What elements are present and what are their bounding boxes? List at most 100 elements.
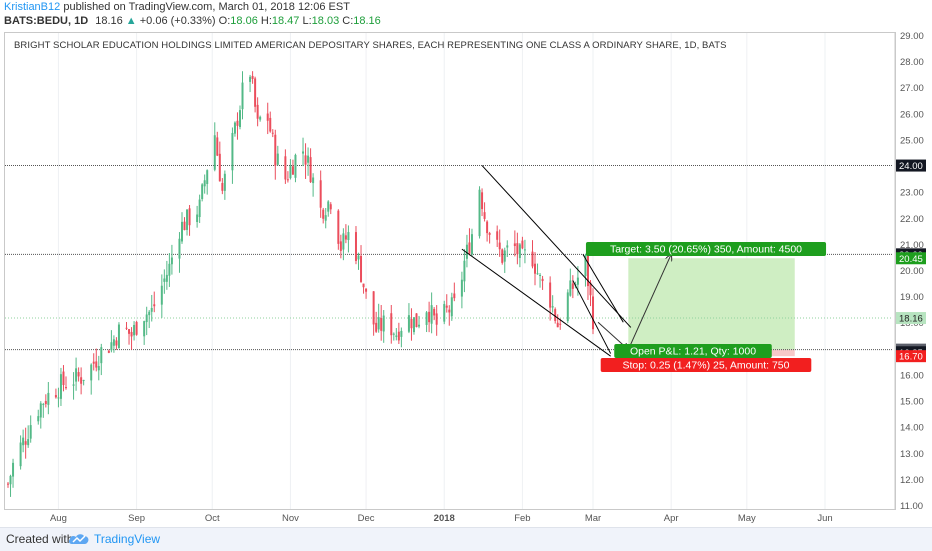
candle [375, 311, 378, 333]
price-tag-text: 16.70 [899, 352, 923, 363]
candle [80, 367, 83, 395]
x-tick-label: Jun [817, 513, 832, 524]
candle [135, 320, 138, 336]
candle [130, 327, 133, 350]
candle [506, 240, 509, 257]
candle-body [390, 313, 393, 336]
pnl-label-text: Open P&L: 1.21, Qty: 1000 [630, 346, 756, 358]
candle [435, 305, 438, 336]
y-tick-label: 29.00 [900, 31, 924, 42]
y-tick-label: 27.00 [900, 83, 924, 94]
candle [486, 220, 489, 242]
candle-body [337, 210, 340, 244]
candle-body [481, 192, 484, 210]
candle-body [153, 304, 156, 307]
channel-upper-line [481, 165, 632, 328]
candle [501, 248, 504, 265]
candle [178, 232, 181, 273]
candle [256, 97, 259, 127]
candle-body [380, 318, 383, 331]
candle-body [223, 173, 226, 191]
candle [22, 429, 25, 453]
small-channel-upper-line [582, 254, 624, 323]
candle-body [90, 364, 93, 381]
candle [27, 425, 30, 448]
x-tick-label: Mar [585, 513, 601, 524]
high-value: 18.47 [271, 15, 300, 27]
candle [445, 294, 448, 313]
y-tick-label: 16.00 [900, 370, 924, 381]
candle-body [7, 483, 9, 485]
price-tag-bg [896, 252, 926, 265]
x-tick-label: Dec [358, 513, 375, 524]
candle [415, 313, 418, 328]
candle-body [249, 76, 252, 82]
candle-body [488, 233, 491, 235]
price-chart[interactable]: 29.00 28.00 27.00 26.00 25.00 24.00 23.00 22.00… [0, 0, 932, 527]
tradingview-cloud-icon [68, 534, 89, 544]
candle [9, 474, 12, 497]
tradingview-brand[interactable]: TradingView [94, 532, 161, 546]
candle-body [92, 361, 95, 364]
candle [357, 252, 360, 270]
candle-body [27, 439, 30, 446]
candle [170, 244, 173, 275]
channel-lower-line [461, 248, 611, 357]
profit-zone [628, 258, 795, 350]
candle [289, 159, 292, 180]
candle-body [236, 120, 239, 126]
candle-body [450, 297, 453, 317]
candle [221, 178, 224, 195]
author-link[interactable]: KristianB12 [4, 1, 61, 13]
y-tick-label: 22.00 [900, 214, 924, 225]
candle-body [286, 179, 289, 181]
y-tick-label: 28.00 [900, 57, 924, 68]
candle-body [375, 322, 378, 332]
candle-body [216, 137, 219, 156]
y-tick-label: 15.00 [900, 397, 924, 408]
x-tick-label: Nov [282, 513, 299, 524]
candle-body [312, 177, 315, 184]
candle [327, 200, 330, 217]
candle [339, 234, 342, 259]
candle [163, 269, 166, 294]
candle [377, 303, 380, 333]
candle-body [186, 209, 189, 230]
candle [97, 355, 100, 381]
candle [196, 205, 199, 228]
open-value: 18.06 [230, 15, 258, 27]
candle [390, 304, 393, 344]
candle-body [327, 201, 330, 212]
candle [360, 245, 363, 283]
candle-body [39, 403, 42, 418]
candle-body [254, 78, 257, 107]
candle-body [531, 251, 534, 267]
candle [12, 458, 15, 488]
candle-body [445, 305, 448, 308]
candle-body [168, 263, 171, 276]
candle-body [9, 475, 12, 485]
candle-body [428, 311, 431, 323]
x-tick-label: Aug [50, 513, 67, 524]
y-tick-label: 20.00 [900, 266, 924, 277]
candle-body [551, 306, 554, 308]
candle-body [206, 170, 209, 184]
y-tick-label: 11.00 [900, 501, 923, 512]
candle [448, 305, 451, 326]
candle-body [24, 441, 27, 445]
candle [513, 230, 516, 257]
candle [554, 307, 557, 324]
candle-body [448, 309, 451, 313]
candle-body [415, 313, 418, 328]
candle-body [133, 324, 136, 336]
candle-body [150, 307, 153, 312]
candle-body [130, 331, 133, 337]
candle [259, 115, 262, 122]
candle-body [584, 255, 587, 277]
candle [312, 173, 315, 197]
candle-body [541, 278, 544, 282]
candle-body [241, 82, 244, 110]
candle-body [425, 312, 428, 325]
candle [460, 271, 463, 309]
candle-body [418, 324, 421, 327]
